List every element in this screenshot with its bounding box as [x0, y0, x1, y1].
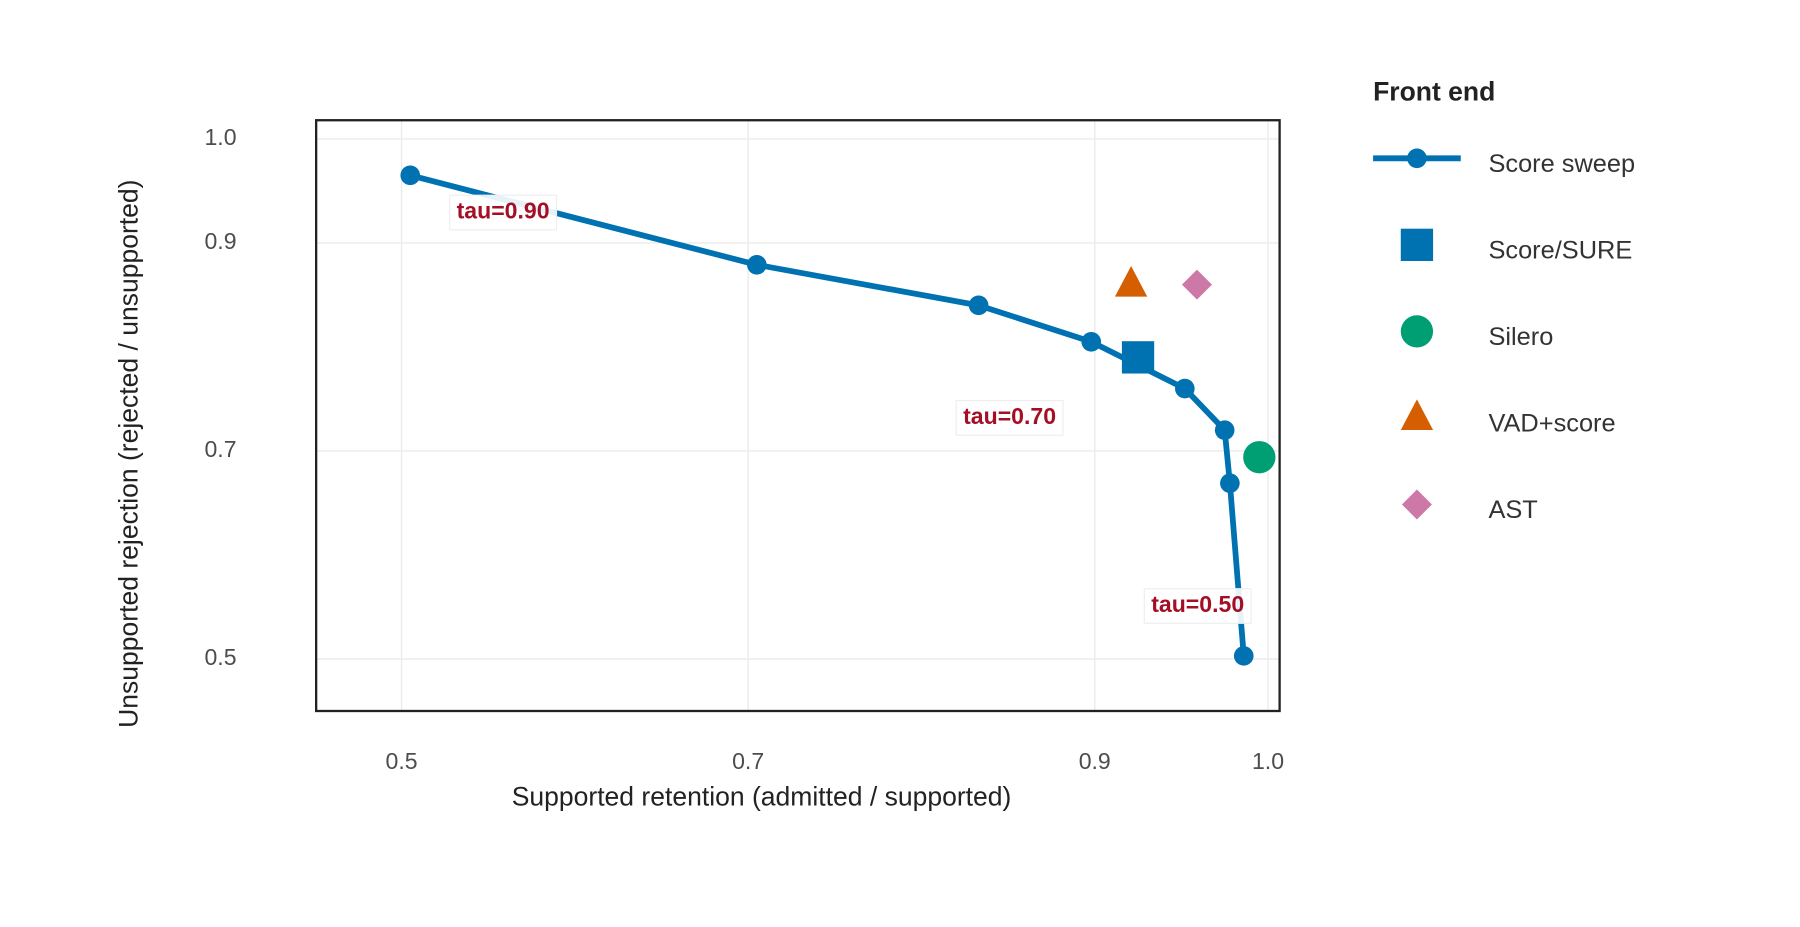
line-point	[968, 295, 989, 316]
y-tick-label: 0.5	[204, 644, 236, 670]
y-tick-label: 0.7	[204, 436, 236, 462]
legend-swatch	[1400, 315, 1434, 348]
x-tick-label: 1.0	[1252, 748, 1284, 774]
annotation: tau=0.70	[955, 400, 1064, 436]
legend-label: VAD+score	[1488, 410, 1615, 438]
point	[1121, 341, 1155, 374]
legend-label: AST	[1488, 496, 1537, 524]
annotation-box	[449, 194, 558, 231]
series-line	[409, 172, 1247, 657]
legend-label: Score sweep	[1488, 150, 1635, 178]
line-point	[1175, 378, 1195, 399]
line-point	[1081, 331, 1102, 352]
point	[1181, 269, 1212, 300]
line-point	[1233, 646, 1254, 666]
point	[1114, 265, 1148, 297]
annotation: tau=0.90	[449, 194, 558, 231]
legend-item: AST	[1401, 489, 1538, 524]
annotation-label: tau=0.70	[963, 403, 1056, 429]
x-tick-label: 0.5	[386, 748, 418, 774]
line-point	[1214, 420, 1235, 440]
legend-swatch	[1400, 399, 1434, 431]
legend-title: Front end	[1373, 77, 1495, 107]
annotation: tau=0.50	[1143, 588, 1252, 624]
line-point	[400, 165, 421, 186]
legend-item: VAD+score	[1400, 399, 1616, 438]
point	[1243, 441, 1276, 474]
legend-item: Score sweep	[1373, 148, 1635, 178]
plot-frame	[315, 119, 1281, 713]
annotation-label: tau=0.90	[457, 198, 550, 224]
legend-label: Silero	[1488, 323, 1553, 351]
y-tick-label: 0.9	[204, 228, 236, 254]
x-tick-label: 0.7	[732, 748, 764, 774]
line-point	[747, 254, 767, 275]
legend-label: Score/SURE	[1488, 236, 1632, 264]
legend-item: Score/SURE	[1400, 228, 1632, 264]
legend-swatch	[1407, 148, 1427, 169]
legend-swatch	[1400, 228, 1434, 261]
x-tick-label: 0.9	[1079, 748, 1111, 774]
legend-item: Silero	[1400, 315, 1553, 351]
annotation-box	[1143, 588, 1252, 624]
annotation-box	[955, 400, 1064, 436]
legend-swatch	[1401, 489, 1432, 520]
x-axis-title: Supported retention (admitted / supporte…	[512, 782, 1012, 812]
annotation-label: tau=0.50	[1151, 591, 1244, 617]
line-point	[1220, 473, 1240, 494]
y-axis-title: Unsupported rejection (rejected / unsupp…	[113, 180, 143, 728]
y-tick-label: 1.0	[204, 124, 236, 150]
